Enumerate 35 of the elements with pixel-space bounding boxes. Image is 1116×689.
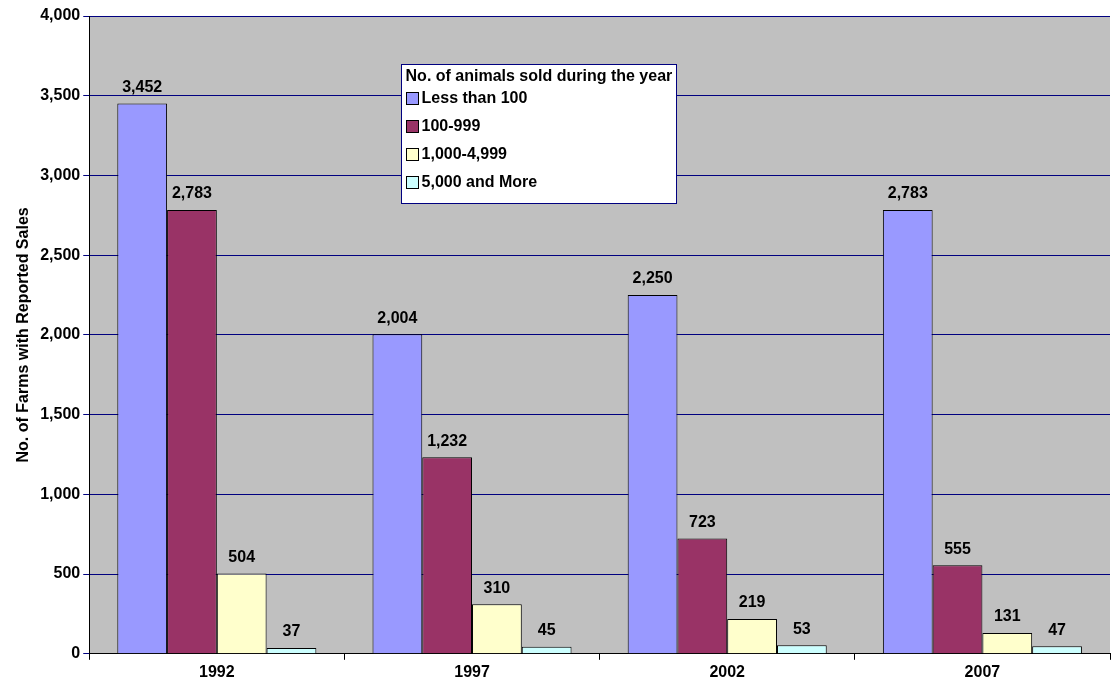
legend-label: 1,000-4,999: [421, 145, 507, 163]
legend-label: Less than 100: [421, 89, 528, 107]
data-label: 504: [228, 547, 256, 565]
data-label: 219: [738, 593, 766, 611]
data-label: 2,783: [887, 184, 928, 202]
y-tick-label: 1,500: [40, 405, 81, 423]
data-label: 2,250: [632, 269, 673, 287]
y-tick-label: 3,000: [40, 165, 81, 183]
y-tick-label: 1,000: [40, 484, 81, 502]
data-label: 723: [688, 512, 716, 530]
data-label: 131: [993, 607, 1021, 625]
data-label: 555: [944, 539, 971, 557]
y-tick-label: 0: [71, 644, 81, 662]
data-label: 37: [282, 622, 301, 640]
x-tick-label: 1997: [454, 662, 490, 680]
x-tick-label: 2007: [964, 662, 1001, 680]
y-tick-label: 4,000: [40, 6, 81, 24]
data-label: 310: [483, 578, 511, 596]
legend-label: 100-999: [421, 117, 481, 135]
y-tick-label: 3,500: [40, 86, 81, 104]
y-tick-label: 500: [53, 564, 81, 582]
legend-title: No. of animals sold during the year: [405, 67, 673, 85]
data-label: 47: [1048, 620, 1067, 638]
y-tick-label: 2,500: [40, 245, 81, 263]
y-tick-label: 2,000: [40, 325, 81, 343]
data-label: 3,452: [122, 77, 163, 95]
data-label: 2,004: [377, 308, 418, 326]
y-axis-title: No. of Farms with Reported Sales: [14, 207, 32, 463]
x-tick-label: 2002: [709, 662, 746, 680]
legend-label: 5,000 and More: [421, 173, 538, 191]
data-label: 2,783: [171, 184, 213, 202]
data-label: 53: [792, 619, 811, 637]
x-tick-label: 1992: [199, 662, 235, 680]
data-label: 1,232: [427, 431, 468, 449]
data-label: 45: [537, 621, 556, 639]
